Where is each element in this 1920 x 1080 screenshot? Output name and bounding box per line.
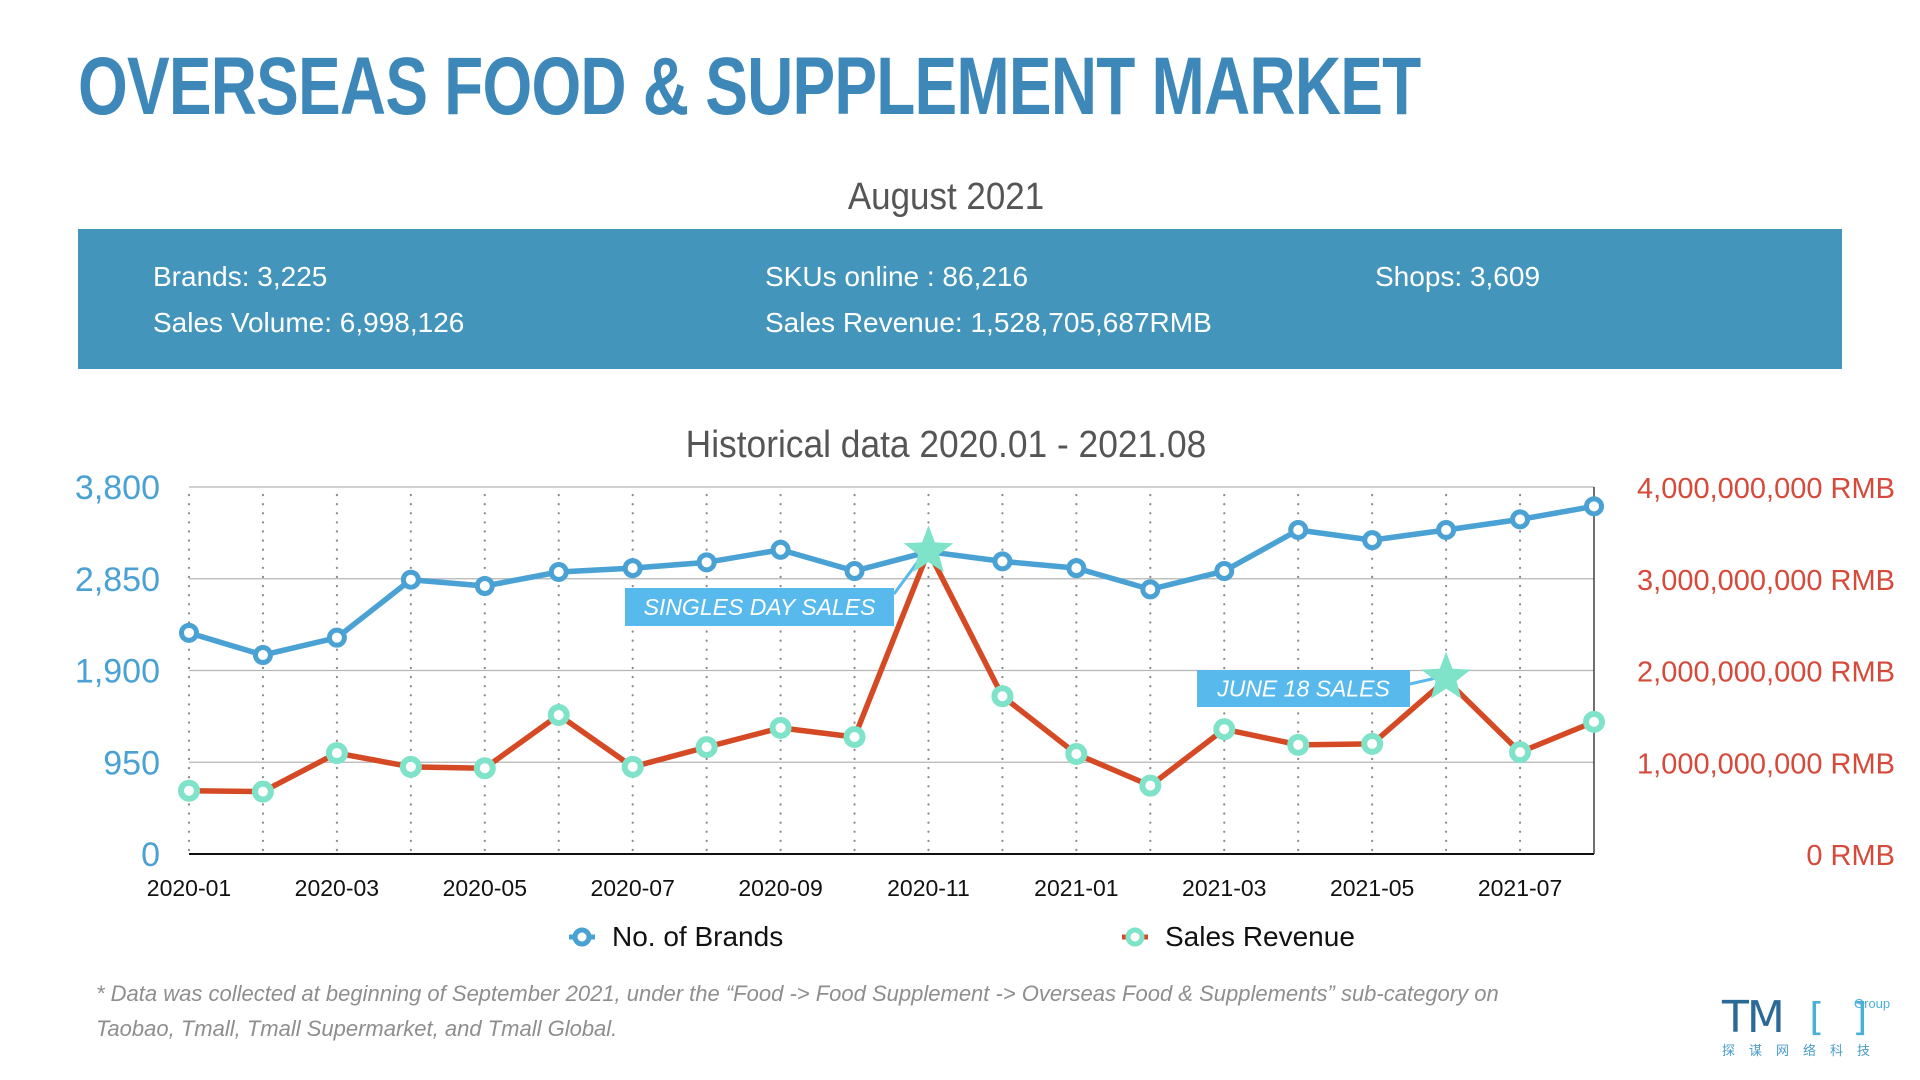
data-point-revenue (178, 779, 200, 802)
period-label: August 2021 (847, 176, 1045, 218)
left-axis-tick-label: 950 (103, 744, 160, 782)
stat-brands: Brands: 3,225 (153, 261, 328, 292)
stat-shops: Shops: 3,609 (1375, 261, 1541, 292)
data-point-brands (400, 569, 421, 590)
page-title: OVERSEAS FOOD & SUPPLEMENT MARKET (78, 41, 1421, 132)
data-point-brands (696, 552, 717, 573)
stat-sales-revenue: Sales Revenue: 1,528,705,687RMB (765, 307, 1212, 338)
callout-label: SINGLES DAY SALES (644, 594, 876, 620)
x-axis-tick-label: 2020-11 (887, 875, 970, 901)
data-point-brands (622, 558, 643, 579)
data-point-brands (1288, 519, 1309, 540)
data-point-revenue (1361, 732, 1384, 755)
data-point-revenue (1139, 774, 1162, 797)
right-axis-tick-label: 2,000,000,000 RMB (1637, 657, 1895, 689)
callout-label: JUNE 18 SALES (1216, 676, 1390, 702)
data-point-brands (1436, 519, 1457, 540)
data-point-brands (474, 575, 495, 596)
summary-box: Brands: 3,225 SKUs online : 86,216 Shops… (78, 229, 1842, 369)
data-point-revenue (399, 755, 422, 778)
logo-chinese-name: 探谋网络科技 (1722, 1043, 1885, 1058)
stat-skus: SKUs online : 86,216 (765, 261, 1029, 292)
stat-sales-volume: Sales Volume: 6,998,126 (153, 307, 465, 338)
right-axis-tick-label: 4,000,000,000 RMB (1637, 473, 1895, 505)
data-point-revenue (695, 736, 718, 759)
x-axis-tick-label: 2021-01 (1034, 875, 1118, 901)
data-point-brands (1584, 496, 1604, 517)
data-point-revenue (473, 757, 496, 780)
data-point-revenue (991, 685, 1014, 708)
x-axis-tick-label: 2021-03 (1182, 875, 1266, 901)
star-marker (1421, 651, 1471, 699)
footnote: * Data was collected at beginning of Sep… (96, 976, 1696, 1046)
data-point-brands (252, 645, 273, 666)
data-point-brands (1362, 530, 1383, 551)
left-axis-tick-label: 1,900 (75, 653, 160, 691)
data-point-revenue (1213, 718, 1236, 741)
logo-tm: TM (1722, 992, 1785, 1043)
series-layer (178, 496, 1605, 803)
legend-label-brands: No. of Brands (612, 921, 783, 952)
chart-title: Historical data 2020.01 - 2021.08 (685, 424, 1207, 466)
data-point-revenue (1065, 742, 1088, 765)
data-point-brands (1214, 561, 1235, 582)
left-axis-tick-label: 0 (141, 836, 160, 874)
callout-box (1197, 670, 1410, 707)
series-line-no-of-brands (188, 503, 1595, 658)
annotation-layer: SINGLES DAY SALES JUNE 18 SALES (625, 525, 1471, 707)
x-axis-tick-label: 2021-05 (1330, 875, 1414, 901)
data-point-brands (844, 561, 865, 582)
callout-box (625, 588, 894, 626)
legend-label-revenue: Sales Revenue (1165, 921, 1355, 952)
series-line-sales-revenue (188, 548, 1596, 795)
logo-group: Group (1854, 996, 1891, 1011)
data-point-revenue (1287, 733, 1310, 756)
data-point-revenue (621, 755, 644, 778)
legend-layer: No. of Brands Sales Revenue (569, 921, 1355, 952)
footnote-line-1: * Data was collected at beginning of Sep… (96, 981, 1499, 1006)
right-axis-tick-label: 0 RMB (1806, 840, 1895, 872)
right-axis-tick-label: 3,000,000,000 RMB (1637, 565, 1895, 597)
data-point-brands (548, 561, 569, 582)
data-point-brands (1066, 558, 1087, 579)
footnote-line-2: Taobao, Tmall, Tmall Supermarket, and Tm… (96, 1016, 618, 1041)
star-marker (903, 525, 954, 573)
data-point-revenue (251, 780, 274, 803)
legend-marker (1125, 927, 1145, 947)
data-point-revenue (325, 742, 348, 765)
legend-marker (572, 927, 592, 947)
right-axis-tick-label: 1,000,000,000 RMB (1637, 748, 1895, 780)
x-axis-tick-label: 2020-07 (590, 875, 674, 901)
x-axis-tick-label: 2021-07 (1478, 875, 1562, 901)
data-point-brands (1140, 579, 1161, 600)
data-point-brands (326, 627, 347, 648)
left-axis-tick-label: 2,850 (75, 561, 160, 599)
data-point-revenue (547, 703, 570, 726)
data-point-brands (992, 551, 1013, 572)
x-axis-tick-label: 2020-09 (738, 875, 822, 901)
left-axis-tick-label: 3,800 (75, 469, 160, 507)
data-point-brands (179, 622, 199, 643)
data-point-revenue (1583, 710, 1605, 733)
data-point-revenue (1509, 741, 1532, 764)
data-point-revenue (769, 716, 792, 739)
data-point-brands (1510, 509, 1531, 530)
x-axis-tick-label: 2020-01 (147, 875, 231, 901)
data-point-revenue (843, 726, 866, 749)
company-logo: TM [ ] Group 探谋网络科技 (1722, 992, 1892, 1059)
x-axis-tick-label: 2020-05 (443, 875, 527, 901)
axes-layer: 0 0 RMB 950 1,000,000,000 RMB 1,900 2,000,000… (75, 469, 1895, 901)
logo-brackets: [ ] (1804, 995, 1873, 1039)
data-point-brands (770, 539, 791, 560)
grid-layer (187, 486, 1594, 852)
x-axis-tick-label: 2020-03 (295, 875, 379, 901)
